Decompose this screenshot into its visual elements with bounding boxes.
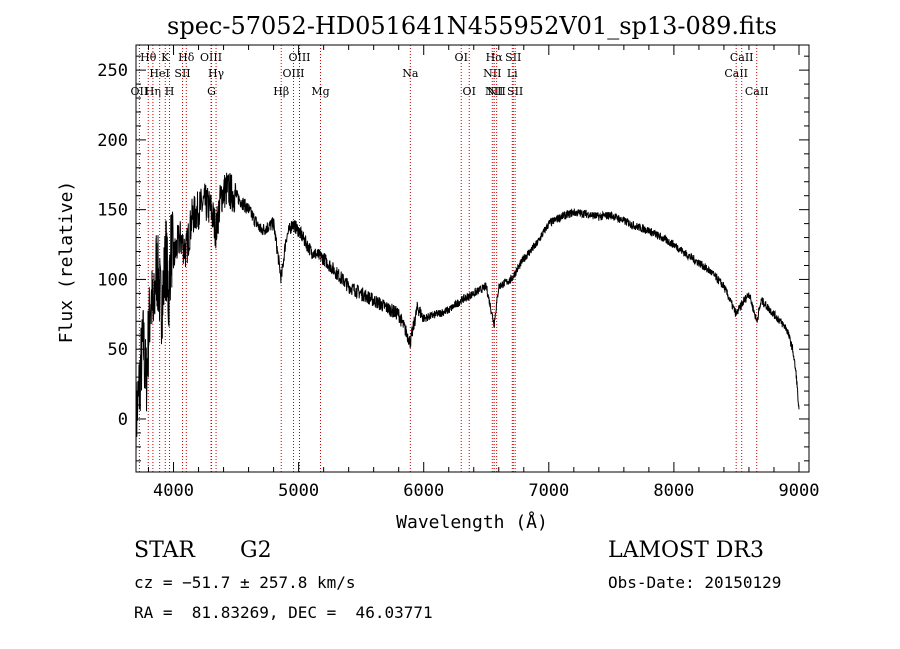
- chart-title: spec-57052-HD051641N455952V01_sp13-089.f…: [167, 12, 777, 40]
- spectral-line-label: SII: [174, 67, 190, 80]
- spectral-line-label: CaII: [730, 51, 754, 64]
- spectral-line-label: Hθ: [140, 51, 157, 64]
- y-tick-label: 50: [108, 340, 128, 360]
- spectral-line-label: NII: [483, 67, 501, 80]
- x-tick-label: 8000: [653, 481, 694, 501]
- obs-date: Obs-Date: 20150129: [608, 573, 782, 592]
- axis-ticks: 4000 5000 6000 7000 8000 9000 0 50 100 150 200 250: [97, 45, 819, 501]
- spectral-line-label: SII: [505, 51, 521, 64]
- plot-frame: [135, 44, 810, 473]
- spectral-line-label: Mg: [311, 85, 329, 98]
- x-tick-label: 9000: [779, 481, 820, 501]
- flux-series-line: [135, 172, 800, 461]
- spectral-line-label: OIII: [282, 67, 304, 80]
- spectral-line-label: CaII: [724, 67, 748, 80]
- spectral-line-label: CaII: [745, 85, 769, 98]
- spectral-line-label: G: [207, 85, 216, 98]
- x-tick-label: 4000: [153, 481, 194, 501]
- y-tick-label: 100: [97, 270, 128, 290]
- x-tick-label: 6000: [403, 481, 444, 501]
- y-tick-label: 250: [97, 61, 128, 81]
- spectral-line-label: NII: [487, 85, 505, 98]
- spectral-line-label: HeI: [149, 67, 169, 80]
- x-axis-label: Wavelength (Å): [396, 511, 548, 533]
- spectral-line-label: Li: [507, 67, 518, 80]
- redshift-cz: cz = −51.7 ± 257.8 km/s: [134, 573, 356, 592]
- spectral-lines: OII Hθ Hη HeI K H SII Hδ OIII G Hγ Hβ OIII OIII Mg Na OI…: [131, 45, 769, 472]
- spectral-line-label: H: [165, 85, 175, 98]
- x-tick-label: 5000: [278, 481, 319, 501]
- spectral-class: STAR: [134, 538, 195, 563]
- spectral-line-label: Hη: [145, 85, 161, 98]
- ra-dec: RA = 81.83269, DEC = 46.03771: [134, 603, 433, 622]
- spectral-line-label: OI: [455, 51, 468, 64]
- spectral-subclass: G2: [240, 538, 272, 563]
- spectral-line-label: Hβ: [273, 85, 289, 98]
- spectral-line-label: OII: [131, 85, 149, 98]
- spectral-line-label: Hα: [486, 51, 504, 64]
- spectral-line-label: OI: [463, 85, 476, 98]
- y-axis-label: Flux (relative): [56, 181, 77, 344]
- spectral-line-label: Na: [402, 67, 419, 80]
- spectral-line-label: NII: [485, 85, 503, 98]
- survey-name: LAMOST DR3: [608, 538, 764, 563]
- spectral-line-label: Hδ: [178, 51, 195, 64]
- spectral-line-label: Hγ: [208, 67, 225, 80]
- spectral-line-label: OIII: [288, 51, 310, 64]
- y-tick-label: 200: [97, 131, 128, 151]
- spectral-line-label: OIII: [200, 51, 222, 64]
- spectral-line-label: K: [161, 51, 170, 64]
- spectral-line-label: SII: [507, 85, 523, 98]
- y-tick-label: 0: [118, 410, 128, 430]
- y-tick-label: 150: [97, 201, 128, 221]
- x-tick-label: 7000: [528, 481, 569, 501]
